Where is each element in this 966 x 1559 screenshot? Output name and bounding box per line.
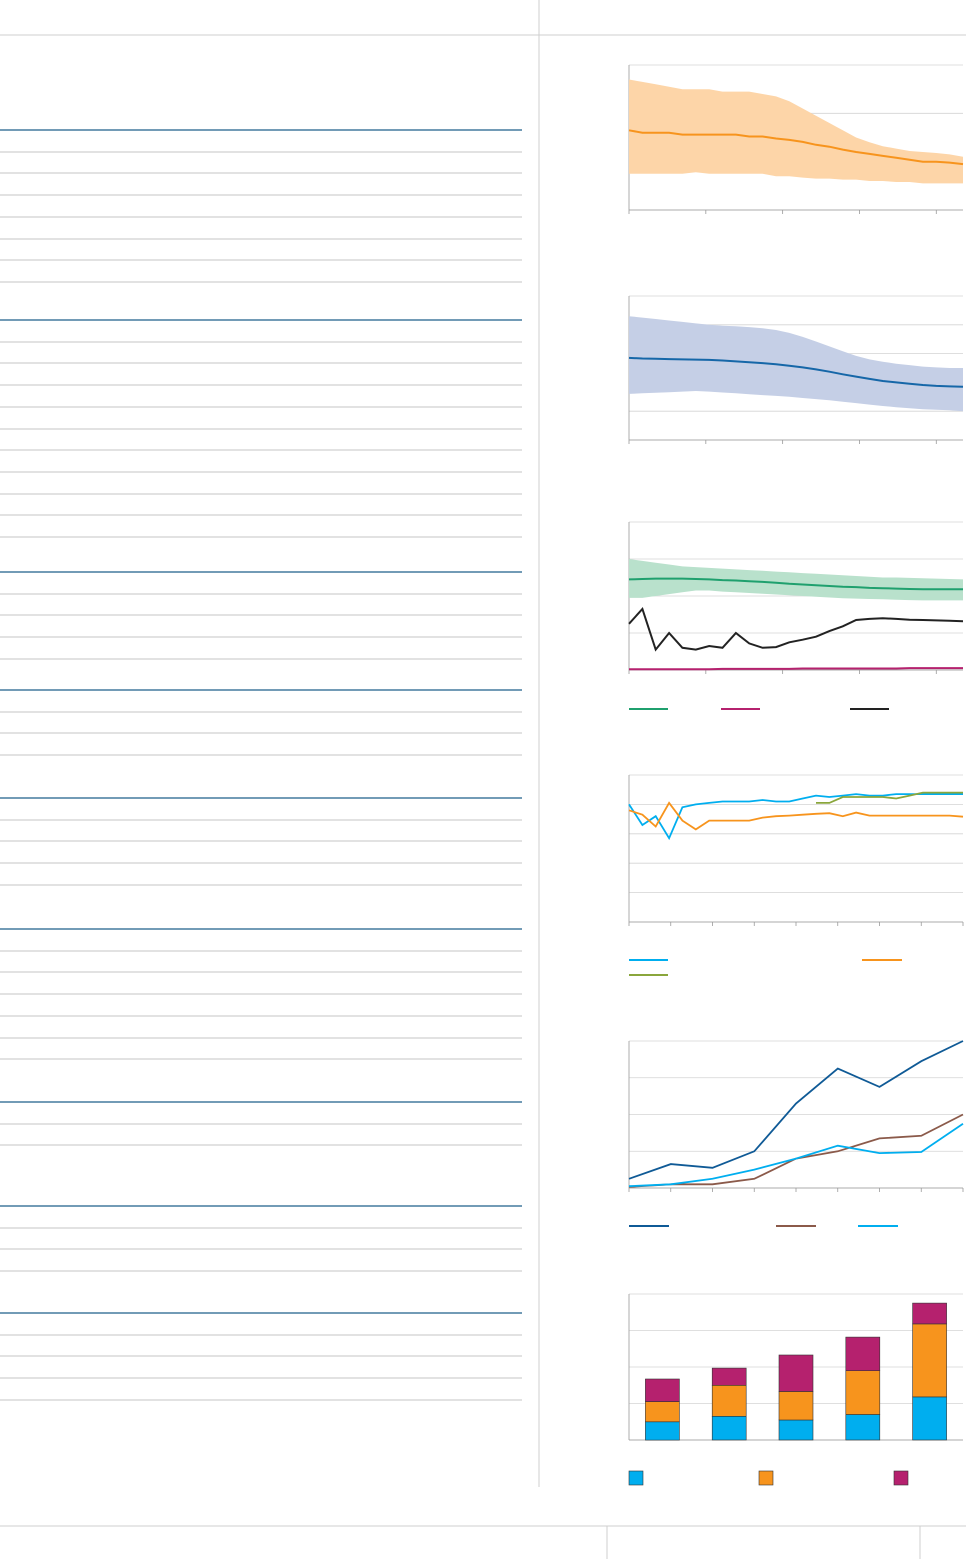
chart-2-range-band [629, 316, 963, 412]
chart-4-series-orange [628, 801, 964, 831]
chart-6-bar-1-orange [645, 1401, 680, 1423]
chart-6-bar-4-blue [845, 1414, 881, 1441]
chart-3-series-green [628, 577, 963, 591]
chart-3-series-magenta [629, 667, 963, 671]
chart-5-axes [628, 1040, 964, 1192]
chart-6-bar-3-magenta [778, 1354, 814, 1392]
chart-5-series-brown [628, 1113, 964, 1188]
chart-6-legend-swatch-orange [758, 1470, 774, 1486]
chart-6-bar-5-orange [912, 1323, 947, 1398]
chart-4-axes [628, 774, 964, 926]
chart-1-range-band [629, 79, 963, 184]
chart-4-series-light-blue [628, 793, 963, 841]
chart-6-bar-1-blue [645, 1421, 680, 1441]
chart-4-series-olive [816, 791, 963, 804]
chart-6-legend-swatch-blue [628, 1470, 644, 1486]
chart-5-series-light-blue [628, 1122, 964, 1188]
chart-6-bar-4-magenta [845, 1336, 881, 1371]
chart-6-bar-5-blue [912, 1396, 947, 1441]
chart-6-bar-5-magenta [912, 1302, 947, 1325]
chart-6-bar-3-orange [778, 1391, 814, 1421]
chart-6-legend-swatch-magenta [893, 1470, 909, 1486]
chart-5-series-dark-blue [628, 1040, 964, 1180]
chart-6-bar-3-blue [778, 1419, 814, 1441]
chart-6-bar-2-blue [711, 1416, 747, 1441]
chart-3-series-black [628, 607, 964, 652]
chart-2-median-line [628, 356, 964, 388]
chart-6-bar-2-magenta [711, 1367, 747, 1386]
chart-1-median-line [628, 129, 964, 166]
chart-6-bar-1-magenta [645, 1378, 680, 1402]
chart-6-bar-2-orange [711, 1385, 747, 1417]
chart-6-bar-4-orange [845, 1370, 881, 1415]
chart-3-range-band [629, 559, 963, 601]
